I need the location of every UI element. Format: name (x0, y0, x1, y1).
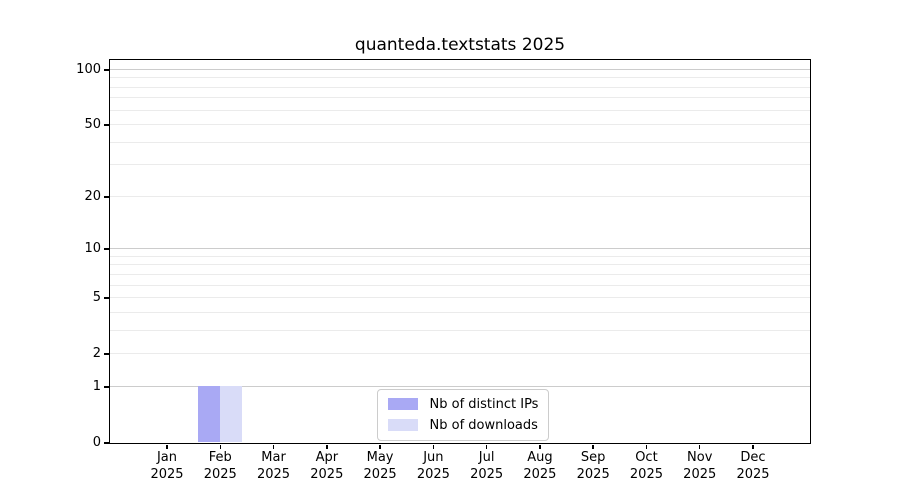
x-tick-mark-mar (272, 444, 275, 449)
gridline-minor-4 (109, 311, 810, 313)
gridline-minor-8 (109, 264, 810, 266)
x-tick-mark-may (379, 444, 381, 449)
y-tick-label-2: 2 (92, 346, 101, 362)
legend-label-downloads: Nb of downloads (429, 417, 538, 433)
legend-item-downloads: Nb of downloads (387, 415, 539, 436)
x-tick-label-may: May 2025 (363, 449, 397, 483)
x-tick-label-jan: Jan 2025 (150, 449, 184, 483)
legend-swatch-distinct-ips (387, 398, 418, 410)
y-tick-label-10: 10 (84, 241, 101, 257)
bar-feb-nb-of-downloads (219, 386, 242, 443)
x-tick-label-jun: Jun 2025 (416, 449, 450, 483)
y-tick-mark-1 (103, 386, 110, 388)
gridline-minor-40 (109, 141, 810, 143)
x-tick-mark-sep (592, 444, 594, 449)
x-tick-mark-nov (698, 444, 701, 449)
legend-label-distinct-ips: Nb of distinct IPs (429, 396, 539, 412)
y-tick-label-0: 0 (92, 435, 101, 450)
gridline-major-10 (109, 248, 810, 250)
gridline-major-1 (109, 385, 810, 387)
gridline-minor-7 (109, 273, 810, 275)
x-tick-mark-jan (166, 444, 168, 449)
bars-layer (110, 60, 810, 443)
x-tick-label-jul: Jul 2025 (470, 449, 504, 483)
gridline-minor-6 (109, 284, 810, 286)
y-tick-mark-100 (103, 69, 110, 71)
x-tick-label-nov: Nov 2025 (683, 449, 717, 483)
plot-area: Nb of distinct IPs Nb of downloads (108, 58, 811, 444)
x-tick-mark-dec (752, 444, 754, 449)
gridline-major-100 (109, 69, 810, 70)
y-tick-mark-2 (103, 353, 110, 355)
x-tick-mark-oct (645, 444, 648, 449)
x-tick-label-sep: Sep 2025 (576, 449, 610, 483)
chart-title: quanteda.textstats 2025 (354, 35, 566, 55)
x-tick-mark-feb (219, 444, 222, 449)
legend-swatch-downloads (387, 419, 418, 431)
x-tick-mark-jul (485, 444, 488, 449)
legend-item-distinct-ips: Nb of distinct IPs (387, 394, 539, 415)
y-tick-label-100: 100 (76, 62, 101, 77)
x-tick-mark-apr (326, 444, 328, 449)
y-tick-label-50: 50 (84, 117, 101, 133)
y-tick-mark-10 (103, 248, 110, 250)
gridline-minor-3 (109, 329, 810, 331)
x-tick-label-apr: Apr 2025 (310, 449, 344, 483)
y-tick-mark-5 (103, 297, 110, 299)
y-tick-label-1: 1 (92, 378, 101, 394)
legend: Nb of distinct IPs Nb of downloads (376, 388, 550, 441)
gridline-minor-80 (109, 86, 810, 88)
gridline-mid-5 (109, 297, 810, 299)
gridlines-layer (109, 60, 810, 443)
y-tick-mark-50 (103, 124, 110, 126)
x-tick-mark-aug (539, 444, 541, 449)
gridline-minor-70 (109, 97, 810, 99)
gridline-minor-90 (109, 77, 810, 79)
gridline-minor-30 (109, 164, 810, 166)
bar-feb-nb-of-distinct-ips (197, 386, 220, 443)
y-tick-label-5: 5 (92, 290, 101, 306)
gridline-mid-20 (109, 195, 810, 197)
x-tick-mark-jun (432, 444, 435, 449)
y-tick-mark-0 (103, 442, 110, 444)
x-tick-label-dec: Dec 2025 (736, 449, 770, 483)
x-tick-label-feb: Feb 2025 (203, 449, 237, 483)
gridline-mid-50 (109, 124, 810, 126)
y-tick-label-20: 20 (84, 188, 101, 204)
x-tick-label-oct: Oct 2025 (629, 449, 663, 483)
x-tick-label-aug: Aug 2025 (523, 449, 557, 483)
gridline-minor-9 (109, 255, 810, 257)
gridline-minor-60 (109, 109, 810, 111)
x-tick-label-mar: Mar 2025 (256, 449, 291, 483)
y-tick-mark-20 (103, 196, 110, 198)
gridline-mid-2 (109, 353, 810, 355)
